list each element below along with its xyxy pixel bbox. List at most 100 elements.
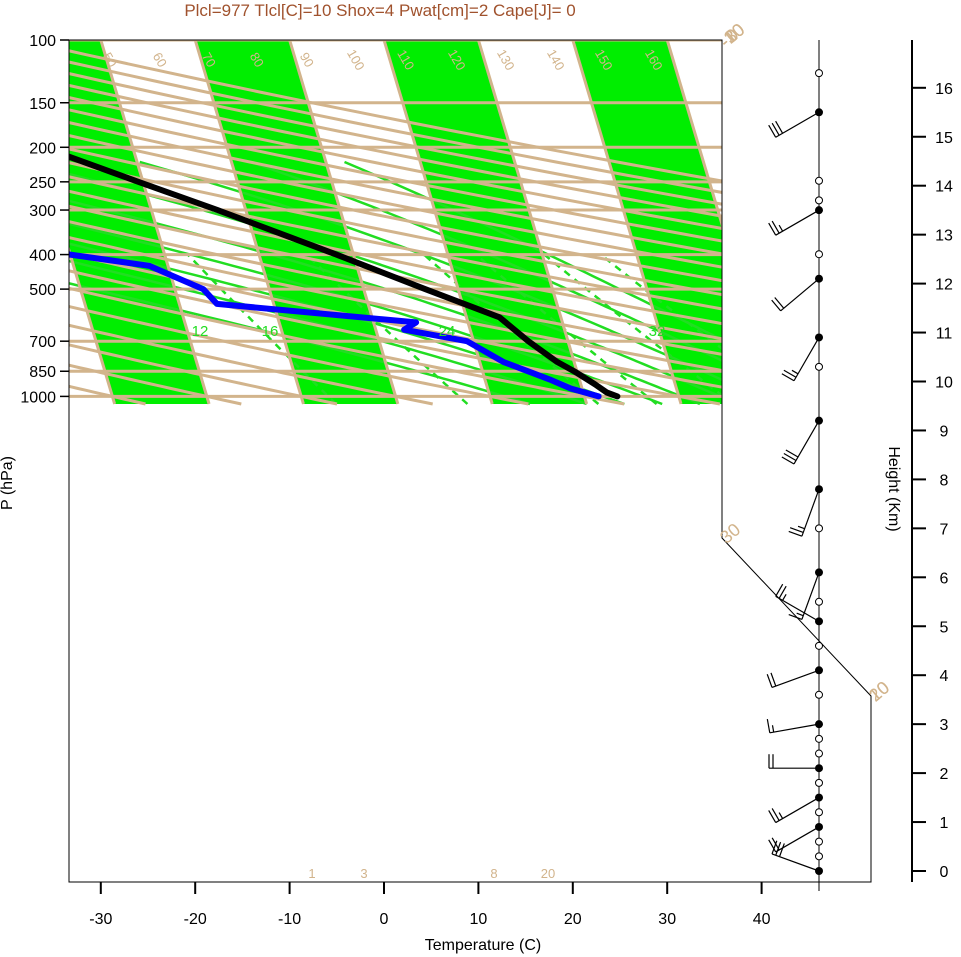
wind-barb-feather bbox=[771, 840, 778, 855]
dry-adiabat bbox=[69, 40, 871, 406]
wind-barb-feather bbox=[778, 843, 785, 857]
isotherm-label: 30 bbox=[716, 519, 744, 547]
moist-adiabat-label: 32 bbox=[649, 323, 666, 340]
height-tick-label: 1 bbox=[940, 815, 949, 832]
wind-barb-staff bbox=[793, 337, 820, 382]
temperature-tick-label: -30 bbox=[89, 911, 112, 928]
pressure-tick-label: 850 bbox=[29, 364, 56, 381]
calm-level-circle bbox=[815, 734, 823, 743]
wind-barb-half-feather bbox=[782, 593, 787, 601]
wind-barb-feather bbox=[768, 810, 777, 823]
dry-adiabat bbox=[69, 40, 434, 406]
temperature-band bbox=[195, 40, 398, 404]
wind-barb-staff bbox=[771, 853, 820, 872]
mixing-ratio-line bbox=[543, 253, 735, 405]
wind-barb-staff bbox=[775, 595, 820, 622]
temperature-tick-label: 40 bbox=[753, 911, 771, 928]
pressure-tick-label: 1000 bbox=[20, 389, 56, 406]
moist-adiabat-label: 24 bbox=[439, 323, 456, 340]
wind-barb-feather bbox=[783, 452, 797, 462]
dry-adiabat bbox=[69, 40, 625, 406]
height-tick-label: 13 bbox=[935, 228, 953, 245]
isotherm-label: 20 bbox=[865, 677, 893, 705]
isotherm bbox=[0, 40, 20, 404]
dry-adiabat bbox=[69, 40, 871, 406]
dry-adiabat bbox=[69, 40, 871, 406]
temperature-band bbox=[761, 40, 871, 404]
wind-barb-feather bbox=[788, 530, 803, 537]
temperature-tick-label: 20 bbox=[564, 911, 582, 928]
height-tick-label: 5 bbox=[940, 619, 949, 636]
height-tick-label: 9 bbox=[940, 423, 949, 440]
wind-barb-staff bbox=[801, 488, 820, 537]
dry-adiabat-label: 90 bbox=[297, 50, 317, 70]
height-tick-label: 3 bbox=[940, 717, 949, 734]
mixing-ratio-label: 3 bbox=[360, 866, 367, 881]
height-tick-label: 8 bbox=[940, 472, 949, 489]
wind-barb-feather bbox=[766, 674, 773, 688]
wind-barb-feather bbox=[781, 456, 795, 465]
wind-barb-feather bbox=[778, 585, 787, 599]
mixing-ratio-line bbox=[186, 253, 337, 405]
pressure-axis: 100 150 200 250 300 400 500 700 850 1000 bbox=[20, 33, 70, 882]
temperature-axis: -30 -20 -10 0 10 20 30 40 bbox=[89, 882, 771, 928]
pressure-tick-label: 200 bbox=[29, 140, 56, 157]
dry-adiabat bbox=[69, 40, 871, 406]
dry-adiabat-label: 50 bbox=[100, 50, 120, 70]
mixing-ratio-label: 20 bbox=[541, 866, 555, 881]
calm-level-circle bbox=[815, 176, 823, 185]
height-tick-label: 10 bbox=[935, 375, 953, 392]
wind-barb-feather bbox=[768, 839, 777, 853]
wind-barb-feather bbox=[771, 837, 780, 851]
dry-adiabat bbox=[69, 40, 871, 406]
height-tick-label: 12 bbox=[935, 277, 953, 294]
wind-barb-half-feather bbox=[791, 369, 799, 375]
wind-profile bbox=[766, 40, 823, 891]
wind-barb-feather bbox=[774, 297, 785, 309]
wind-barb-feather bbox=[788, 614, 803, 620]
temperature-series bbox=[69, 51, 621, 400]
temperature-band bbox=[0, 40, 20, 404]
dry-adiabat bbox=[69, 40, 242, 406]
height-tick-label: 6 bbox=[940, 570, 949, 587]
height-tick-label: 14 bbox=[935, 179, 953, 196]
dry-adiabat bbox=[69, 40, 816, 406]
wind-barb-half-feather bbox=[796, 612, 804, 617]
pressure-tick-label: 100 bbox=[29, 33, 56, 50]
calm-level-circle bbox=[815, 250, 823, 259]
wind-barb-feather bbox=[783, 369, 797, 378]
wind-barb-half-feather bbox=[797, 525, 805, 530]
wind-barb-half-feather bbox=[778, 812, 784, 819]
pressure-tick-label: 400 bbox=[29, 248, 56, 265]
pressure-tick-label: 300 bbox=[29, 203, 56, 220]
wind-barb-staff bbox=[793, 420, 820, 465]
calm-level-circle bbox=[815, 837, 823, 846]
height-tick-label: 7 bbox=[940, 521, 949, 538]
temperature-tick-label: 0 bbox=[380, 911, 389, 928]
dry-adiabat-label: 70 bbox=[199, 50, 219, 70]
moist-adiabat-label: 12 bbox=[192, 323, 209, 340]
calm-level-circle bbox=[815, 69, 823, 78]
calm-level-circle bbox=[815, 749, 823, 758]
temperature-tick-label: 30 bbox=[658, 911, 676, 928]
calm-level-circle bbox=[815, 641, 823, 650]
pressure-tick-label: 250 bbox=[29, 175, 56, 192]
y-axis-label: P (hPa) bbox=[0, 456, 16, 510]
sounding-profiles bbox=[69, 51, 621, 400]
dry-adiabat bbox=[69, 40, 871, 406]
calm-level-circle bbox=[815, 690, 823, 699]
height-tick-label: 2 bbox=[940, 766, 949, 783]
height-tick-label: 15 bbox=[935, 130, 953, 147]
calm-level-circle bbox=[815, 362, 823, 371]
wind-barb-feather bbox=[785, 449, 799, 458]
calm-level-circle bbox=[815, 196, 823, 205]
wind-barb-staff bbox=[771, 669, 820, 688]
wind-barb-feather bbox=[775, 120, 784, 134]
wind-barb-feather bbox=[775, 583, 784, 597]
calm-level-circle bbox=[815, 778, 823, 787]
dry-adiabat bbox=[69, 40, 529, 406]
wind-barb-feather bbox=[771, 220, 780, 234]
wind-barb-feather bbox=[771, 808, 780, 821]
